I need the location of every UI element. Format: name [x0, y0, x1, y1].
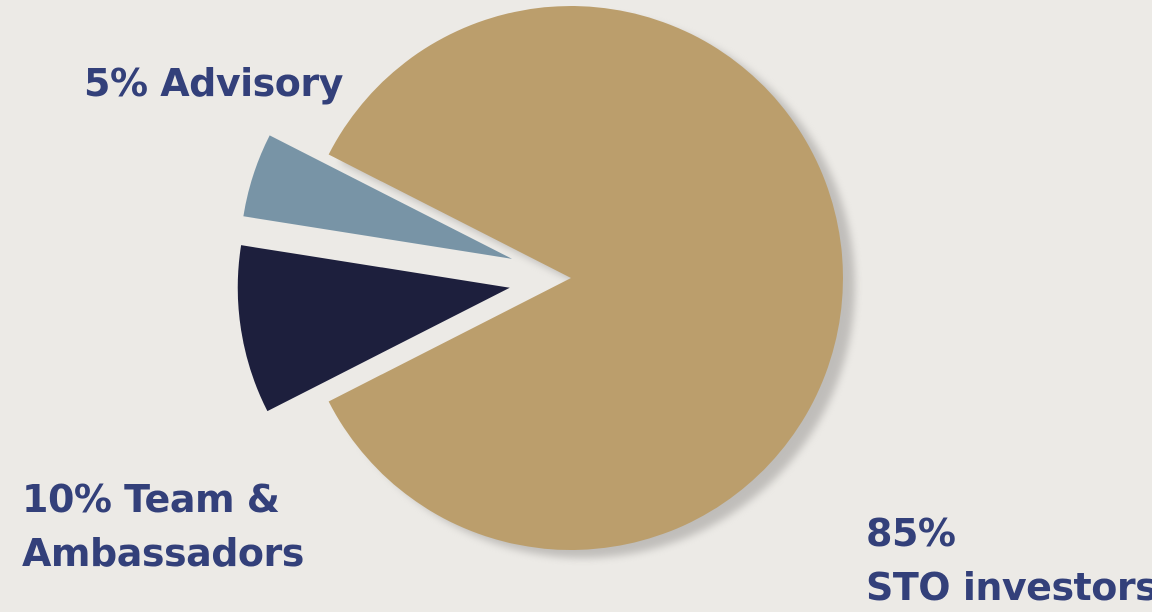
slice-label-team-line-1: 10% Team & [22, 477, 280, 521]
pie-slice-advisory [243, 135, 513, 259]
slice-label-team-line-2: Ambassadors [22, 531, 304, 575]
slice-label-sto-line-2: STO investors [866, 565, 1152, 609]
slice-label-advisory: 5% Advisory [84, 56, 343, 110]
pie-slice-sto-investors [328, 5, 844, 551]
pie-slice-team-ambassadors [237, 245, 510, 412]
slice-label-team-ambassadors: 10% Team & Ambassadors [22, 472, 304, 580]
slice-label-sto-investors: 85% STO investors [866, 506, 1152, 612]
slice-label-sto-line-1: 85% [866, 511, 956, 555]
slice-label-advisory-line-1: 5% Advisory [84, 61, 343, 105]
